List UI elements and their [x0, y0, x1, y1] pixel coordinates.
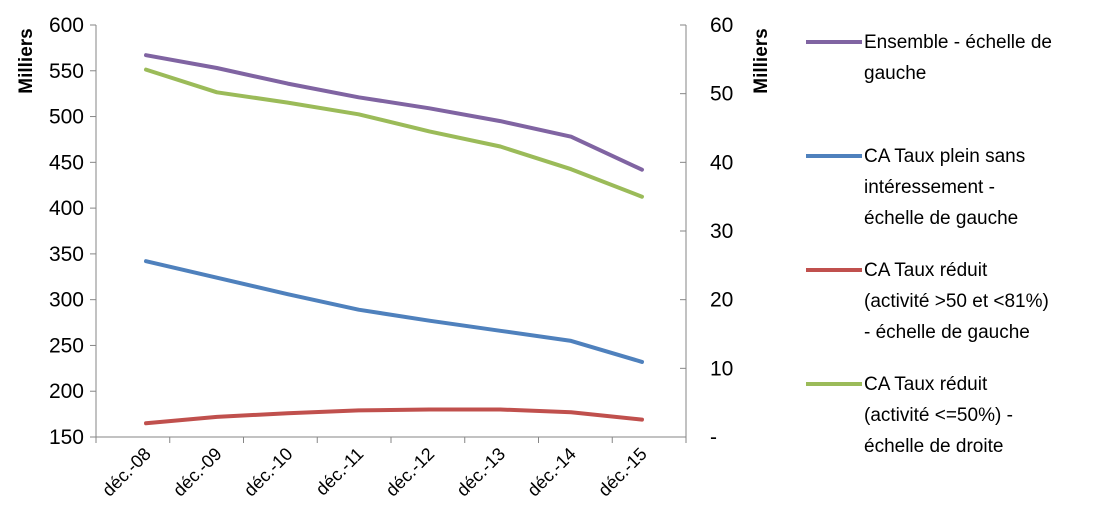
legend-label: intéressement - — [864, 177, 995, 198]
x-tick-label: déc.-08 — [98, 444, 155, 501]
series-line — [144, 67, 644, 199]
right-tick-label: - — [710, 426, 717, 449]
left-tick-label: 250 — [49, 334, 84, 357]
left-tick-label: 200 — [49, 380, 84, 403]
right-tick-label: 50 — [710, 83, 733, 106]
legend-label: (activité <=50%) - — [864, 405, 1013, 426]
right-axis-title: Milliers — [751, 28, 772, 93]
legend-label: CA Taux réduit — [864, 260, 988, 281]
left-tick-label: 350 — [49, 243, 84, 266]
legend-label: (activité >50 et <81%) — [864, 291, 1049, 312]
left-tick-label: 400 — [49, 197, 84, 220]
right-tick-label: 60 — [710, 14, 733, 37]
legend-label: Ensemble - échelle de — [864, 32, 1052, 53]
right-tick-label: 10 — [710, 357, 733, 380]
series-line — [144, 53, 644, 172]
left-tick-label: 550 — [49, 60, 84, 83]
legend-label: échelle de gauche — [864, 208, 1018, 229]
series-lines — [144, 53, 644, 426]
left-tick-label: 600 — [49, 14, 84, 37]
legend: Ensemble - échelle de gauche CA Taux plein… — [806, 32, 1052, 457]
left-axis-title: Milliers — [16, 28, 37, 93]
left-tick-label: 150 — [49, 426, 84, 449]
x-tick-label: déc.-11 — [312, 444, 368, 500]
x-tick-label: déc.-09 — [169, 444, 226, 501]
left-tick-label: 300 — [49, 289, 84, 312]
right-tick-label: 30 — [710, 220, 733, 243]
x-axis: déc.-08 déc.-09 déc.-10 déc.-11 déc.-12 déc.-… — [95, 436, 687, 501]
legend-label: échelle de droite — [864, 436, 1003, 457]
series-line — [144, 407, 644, 426]
x-tick-label: déc.-13 — [453, 444, 510, 501]
x-tick-label: déc.-14 — [523, 444, 580, 501]
legend-label: CA Taux réduit — [864, 374, 988, 395]
x-tick-label: déc.-12 — [382, 444, 439, 501]
x-tick-label: déc.-10 — [240, 444, 297, 501]
left-tick-label: 500 — [49, 106, 84, 129]
x-tick-label: déc.-15 — [594, 444, 651, 501]
right-tick-label: 20 — [710, 289, 733, 312]
legend-label: gauche — [864, 63, 926, 84]
right-y-axis: - 10 20 30 40 50 60 Milliers — [680, 14, 772, 449]
right-tick-label: 40 — [710, 151, 733, 174]
left-tick-label: 450 — [49, 151, 84, 174]
series-line — [144, 259, 644, 364]
left-y-axis: 150 200 250 300 350 400 450 500 550 600 Milliers — [16, 14, 97, 449]
legend-label: - échelle de gauche — [864, 322, 1030, 343]
legend-label: CA Taux plein sans — [864, 146, 1025, 167]
